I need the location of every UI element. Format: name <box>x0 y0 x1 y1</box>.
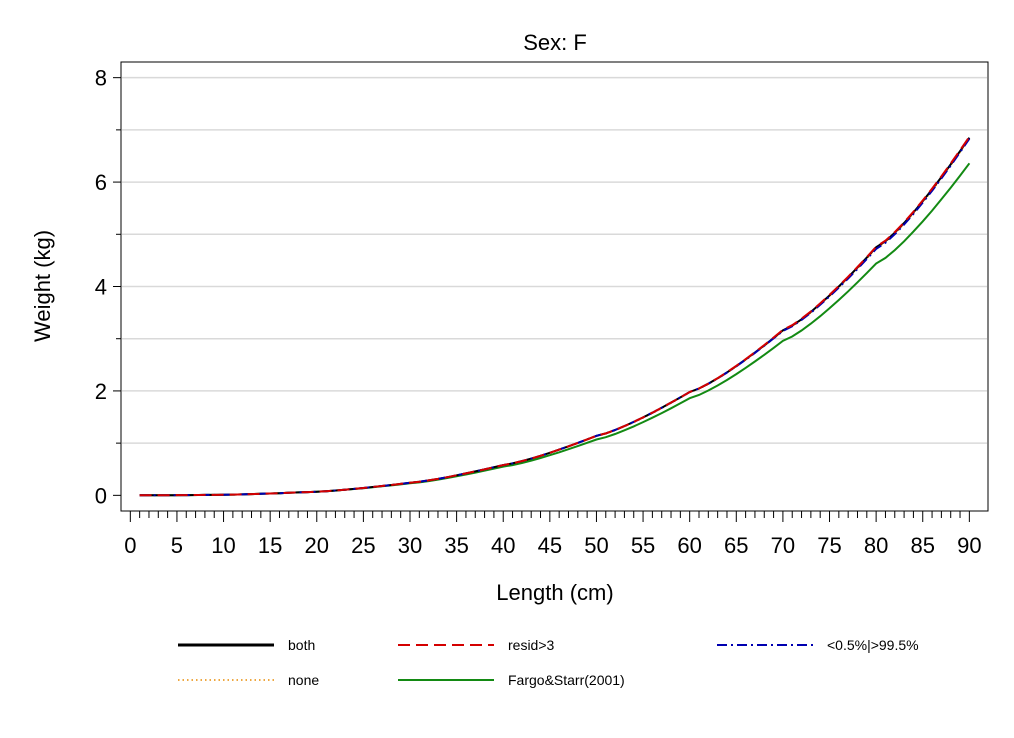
y-tick-label: 8 <box>95 66 107 91</box>
x-tick-label: 20 <box>305 533 329 558</box>
x-tick-label: 10 <box>211 533 235 558</box>
legend-label: resid>3 <box>508 637 555 653</box>
y-axis-label: Weight (kg) <box>30 230 55 342</box>
legend: both resid>3 <0.5%|>99.5% none Fargo&Starr(2… <box>178 637 919 688</box>
y-tick-label: 2 <box>95 379 107 404</box>
y-tick-label: 6 <box>95 170 107 195</box>
y-axis: 0 2 4 6 8 <box>95 66 121 508</box>
x-tick-label: 55 <box>631 533 655 558</box>
x-tick-label: 35 <box>444 533 468 558</box>
x-tick-label: 15 <box>258 533 282 558</box>
x-tick-label: 85 <box>910 533 934 558</box>
x-tick-label: 60 <box>677 533 701 558</box>
x-tick-label: 40 <box>491 533 515 558</box>
legend-label: both <box>288 637 315 653</box>
series-line <box>139 136 971 497</box>
x-tick-label: 30 <box>398 533 422 558</box>
y-tick-label: 0 <box>95 483 107 508</box>
legend-label: none <box>288 672 319 688</box>
x-axis: 0 5 10 15 20 25 30 35 40 45 50 55 60 65 70 75 80 85 90 <box>124 511 982 558</box>
chart-title: Sex: F <box>523 30 587 55</box>
series-lines <box>139 136 971 497</box>
y-tick-label: 4 <box>95 275 107 300</box>
x-tick-label: 65 <box>724 533 748 558</box>
plot-area <box>120 61 989 512</box>
x-tick-label: 0 <box>124 533 136 558</box>
x-tick-label: 5 <box>171 533 183 558</box>
x-tick-label: 90 <box>957 533 981 558</box>
legend-label: Fargo&Starr(2001) <box>508 672 625 688</box>
x-tick-label: 50 <box>584 533 608 558</box>
legend-label: <0.5%|>99.5% <box>827 637 919 653</box>
x-tick-label: 80 <box>864 533 888 558</box>
x-tick-label: 45 <box>538 533 562 558</box>
gridlines <box>122 76 987 444</box>
x-axis-label: Length (cm) <box>496 580 613 605</box>
x-tick-label: 70 <box>771 533 795 558</box>
x-tick-label: 25 <box>351 533 375 558</box>
x-tick-label: 75 <box>817 533 841 558</box>
